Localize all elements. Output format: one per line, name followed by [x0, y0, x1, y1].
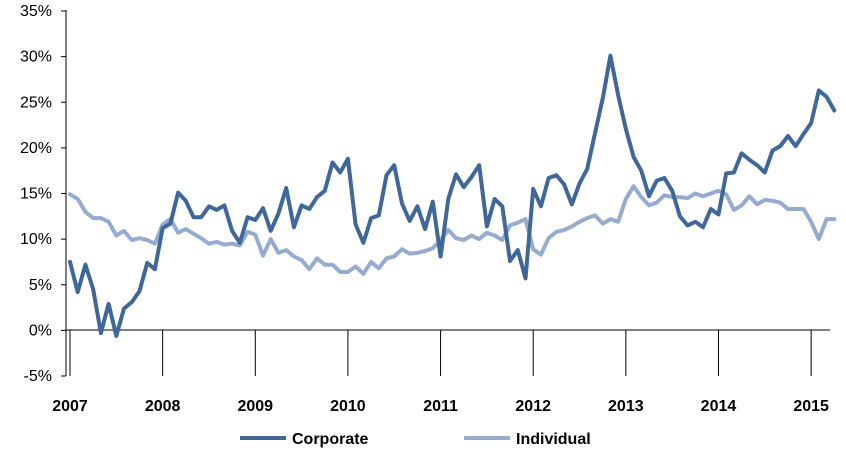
legend: Corporate Individual [240, 431, 591, 448]
x-tick-label: 2015 [793, 398, 829, 415]
y-tick-label: 25% [20, 94, 52, 111]
x-tick-label: 2007 [52, 398, 88, 415]
y-axis: 35% 30% 25% 20% 15% 10% 5% 0% -5% [20, 3, 67, 385]
series-line-corporate [68, 53, 837, 338]
y-tick-label: 30% [20, 49, 52, 66]
y-tick-label: 5% [29, 277, 52, 294]
legend-label-corporate: Corporate [292, 431, 369, 448]
y-tick-label: 10% [20, 231, 52, 248]
x-tick-label: 2013 [608, 398, 644, 415]
series-line-individual [68, 184, 837, 276]
y-tick-label: -5% [24, 368, 52, 385]
y-tick-label: 20% [20, 140, 52, 157]
x-tick-label: 2014 [701, 398, 737, 415]
series-lines [68, 53, 837, 338]
x-tick-label: 2010 [330, 398, 366, 415]
y-tick-label: 0% [29, 322, 52, 339]
y-tick-label: 35% [20, 3, 52, 20]
x-tick-label: 2012 [515, 398, 551, 415]
legend-label-individual: Individual [516, 431, 591, 448]
x-axis: 2007 2008 2009 2010 2011 2012 2013 2014 2015 [52, 329, 830, 415]
y-tick-label: 15% [20, 186, 52, 203]
x-tick-label: 2009 [237, 398, 273, 415]
x-tick-label: 2008 [145, 398, 181, 415]
x-tick-label: 2011 [423, 398, 458, 415]
